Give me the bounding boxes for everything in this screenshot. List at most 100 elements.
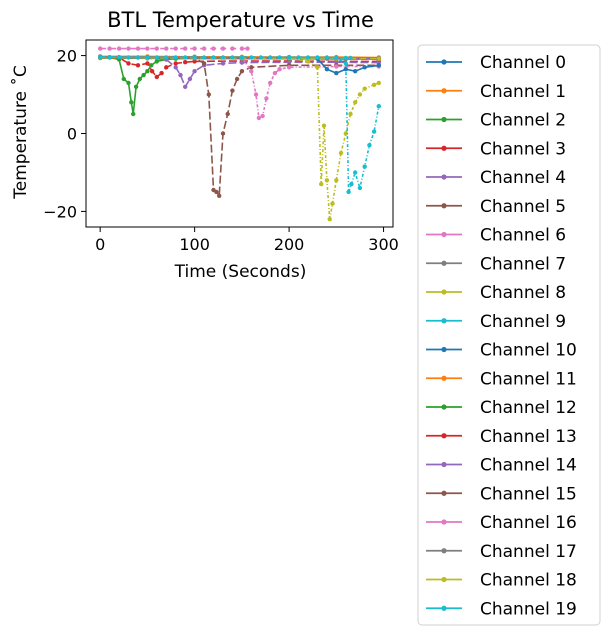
data-point [121,76,127,82]
data-point [192,59,197,64]
series-channel-2 [98,55,381,117]
data-point [173,65,178,70]
legend-label: Channel 7 [480,254,566,274]
data-point [183,60,188,65]
data-point [211,46,216,51]
legend-label: Channel 11 [480,369,577,389]
data-point [362,65,367,70]
legend-item: Channel 2 [426,111,566,131]
data-point [324,67,330,72]
data-point [126,55,131,60]
data-point [230,46,235,51]
legend-label: Channel 1 [480,82,566,102]
data-point [239,55,245,60]
data-point [164,55,169,60]
data-point [225,111,230,117]
data-point [376,63,381,68]
legend-item: Channel 1 [426,82,566,102]
data-point [376,56,381,61]
data-point [334,60,339,65]
data-point [315,65,320,70]
legend-item: Channel 0 [426,53,566,73]
legend-marker [441,145,447,151]
series-channel-19 [98,54,353,61]
legend-marker [441,375,447,381]
chart-title: BTL Temperature vs Time [107,8,374,32]
legend-label: Channel 5 [480,197,566,217]
data-point [178,72,183,78]
data-point [187,76,193,82]
data-point [220,55,226,60]
data-point [192,55,197,60]
data-point [154,55,159,60]
data-point [116,46,122,51]
legend-label: Channel 6 [480,226,566,246]
data-point [230,88,235,93]
data-point [348,111,353,117]
y-axis: −20 0 20 [43,47,86,221]
data-point [258,55,263,60]
data-point [245,46,250,51]
data-point [353,69,358,74]
legend-label: Channel 8 [480,283,566,303]
data-point [249,55,254,60]
data-point [334,64,339,69]
data-point [183,46,188,51]
data-point [305,59,311,64]
data-point [343,131,348,136]
legend-item: Channel 4 [426,168,566,188]
x-axis: 0 100 200 300 [95,227,399,254]
data-point [338,150,344,156]
data-point [135,55,141,60]
data-point [324,178,330,183]
data-point [348,55,353,61]
data-point [131,111,136,117]
legend-label: Channel 17 [480,542,577,562]
legend-label: Channel 19 [480,599,577,619]
series-line [100,56,351,59]
legend-box [417,44,601,626]
data-point [324,55,330,60]
legend-item: Channel 18 [426,571,577,591]
data-point [260,113,265,119]
data-point [367,143,372,148]
data-point [145,61,150,66]
data-point [183,55,188,60]
legend-label: Channel 2 [480,111,566,131]
data-point [116,54,122,60]
data-point [107,54,112,60]
data-point [371,129,377,134]
data-point [286,60,292,65]
legend-marker [441,548,447,554]
legend-item: Channel 11 [426,369,577,389]
legend-label: Channel 16 [480,513,577,533]
data-point [149,69,155,74]
legend-marker [441,318,447,324]
data-point [98,46,103,51]
data-point [239,46,245,51]
x-tick-label: 200 [274,235,305,254]
series-channel-8 [98,54,381,222]
legend: Channel 0 Channel 1 Channel 2 Channel 3 Chan… [417,44,601,626]
data-point [249,69,254,74]
data-point [357,92,363,97]
data-point [141,72,146,78]
data-point [343,55,348,61]
data-point [239,69,245,74]
data-point [362,164,367,169]
legend-label: Channel 3 [480,139,566,159]
series-line [100,56,380,220]
data-point [192,69,197,74]
data-point [286,65,292,70]
legend-marker [441,346,447,353]
data-point [319,181,324,187]
legend-item: Channel 3 [426,139,566,159]
legend-marker [441,174,447,180]
data-point [220,131,226,136]
legend-item: Channel 17 [426,542,577,562]
legend-item: Channel 19 [426,599,577,619]
data-point [107,46,112,51]
data-point [133,84,139,90]
data-point [192,46,197,51]
legend-item: Channel 16 [426,513,577,533]
